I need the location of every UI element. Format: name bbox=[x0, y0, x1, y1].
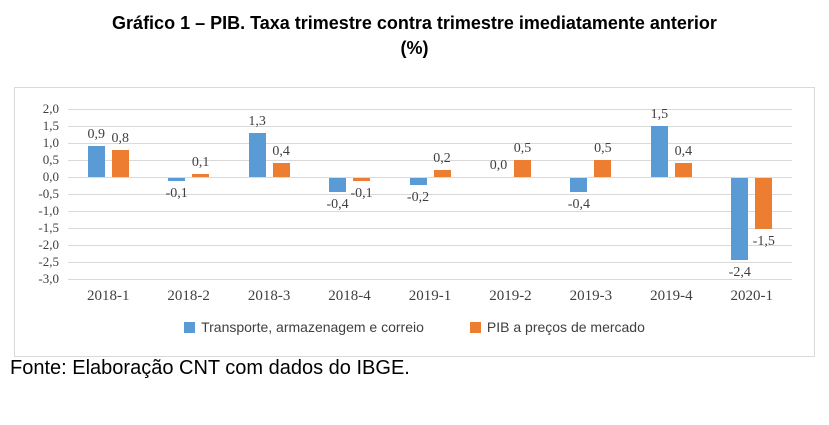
legend-swatch bbox=[184, 321, 196, 333]
bar-value-label: 0,8 bbox=[111, 130, 129, 146]
bar bbox=[168, 178, 186, 182]
x-axis-category-label: 2018-2 bbox=[167, 288, 210, 304]
bar bbox=[674, 163, 692, 177]
bar bbox=[192, 173, 210, 177]
y-axis-tick-label: 1,0 bbox=[42, 135, 59, 150]
legend-item: Transporte, armazenagem e correio bbox=[184, 319, 424, 335]
bar-value-label: 0,4 bbox=[674, 144, 693, 160]
x-axis-category-label: 2019-1 bbox=[408, 288, 452, 304]
bar bbox=[755, 178, 773, 229]
gridline bbox=[68, 194, 792, 195]
bar bbox=[513, 160, 531, 177]
gridline bbox=[68, 279, 792, 280]
y-axis-tick-label: 0,0 bbox=[42, 169, 59, 184]
bar-value-label: -0,2 bbox=[406, 189, 430, 205]
bar-value-label: 0,2 bbox=[433, 151, 451, 167]
gridline bbox=[68, 143, 792, 144]
gridline bbox=[68, 109, 792, 110]
y-axis-tick-label: -1,5 bbox=[38, 220, 59, 235]
x-axis-category-label: 2018-3 bbox=[247, 288, 291, 304]
bar-value-label: 1,5 bbox=[650, 107, 669, 122]
y-axis-tick-label: 0,5 bbox=[42, 152, 59, 167]
bar-value-label: 0,1 bbox=[191, 154, 210, 170]
chart-title-line2: (%) bbox=[400, 38, 429, 58]
bar-value-label: -2,4 bbox=[728, 264, 751, 280]
plot-area: 2,0 1,5 1,0 0,5 0,0 -0,5 -1,0 -1,5 -2,0 -2,5 -3,0 0… bbox=[15, 88, 814, 356]
bar-value-label: -1,5 bbox=[752, 234, 775, 249]
y-axis-tick-label: -2,5 bbox=[38, 254, 59, 269]
legend-item: PIB a preços de mercado bbox=[469, 319, 645, 335]
bar-value-label: -0,4 bbox=[567, 196, 590, 212]
bar-value-label: -0,4 bbox=[326, 196, 349, 212]
gridline bbox=[68, 160, 792, 161]
bar bbox=[650, 126, 668, 177]
bar bbox=[248, 132, 266, 177]
bar-value-label: 1,3 bbox=[248, 113, 266, 129]
bar-value-label: -0,1 bbox=[165, 186, 188, 202]
gridline bbox=[68, 177, 792, 178]
y-axis-tick-label: -2,0 bbox=[38, 237, 59, 252]
y-axis-tick-label: 2,0 bbox=[42, 101, 59, 116]
x-axis-category-label: 2018-4 bbox=[328, 288, 371, 304]
x-axis-category-label: 2018-1 bbox=[86, 288, 130, 304]
bar-value-label: 0,9 bbox=[87, 127, 105, 143]
bar bbox=[87, 146, 105, 177]
legend-swatch bbox=[469, 321, 481, 333]
gridline bbox=[68, 262, 792, 263]
y-axis-tick-label: -1,0 bbox=[38, 203, 59, 218]
gridline bbox=[68, 126, 792, 127]
gridline bbox=[68, 211, 792, 212]
bar-value-label: 0,5 bbox=[594, 141, 612, 156]
x-axis-category-label: 2019-3 bbox=[569, 288, 613, 304]
x-axis-category-label: 2020-1 bbox=[730, 288, 774, 304]
bar bbox=[570, 178, 588, 192]
y-axis-tick-label: 1,5 bbox=[42, 118, 59, 133]
bar bbox=[111, 149, 129, 177]
bar-value-label: 0,4 bbox=[272, 144, 290, 160]
bar bbox=[272, 163, 290, 177]
x-axis-category-label: 2019-4 bbox=[650, 288, 693, 304]
legend: Transporte, armazenagem e correio PIB a p… bbox=[15, 319, 814, 335]
y-axis-tick-label: -3,0 bbox=[38, 271, 59, 286]
bar bbox=[353, 178, 371, 182]
bar bbox=[731, 178, 749, 260]
gridline bbox=[68, 245, 792, 246]
bar bbox=[433, 170, 451, 177]
source-note: Fonte: Elaboração CNT com dados do IBGE. bbox=[10, 357, 410, 379]
chart-title-line1: Gráfico 1 – PIB. Taxa trimestre contra t… bbox=[112, 13, 717, 33]
bar-value-label: -0,1 bbox=[350, 186, 373, 202]
chart-title: Gráfico 1 – PIB. Taxa trimestre contra t… bbox=[0, 11, 829, 61]
chart-area: 2,0 1,5 1,0 0,5 0,0 -0,5 -1,0 -1,5 -2,0 -2,5 -3,0 0… bbox=[14, 87, 815, 357]
gridline bbox=[68, 228, 792, 229]
bar bbox=[329, 178, 347, 192]
y-axis-tick-label: -0,5 bbox=[38, 186, 59, 201]
x-axis-category-label: 2019-2 bbox=[489, 288, 532, 304]
bar bbox=[594, 160, 612, 177]
bar-value-label: 0,5 bbox=[513, 141, 532, 156]
bar-value-label: 0,0 bbox=[489, 158, 508, 173]
legend-label: PIB a preços de mercado bbox=[486, 319, 645, 335]
legend-label: Transporte, armazenagem e correio bbox=[201, 319, 424, 335]
bar bbox=[409, 178, 427, 185]
